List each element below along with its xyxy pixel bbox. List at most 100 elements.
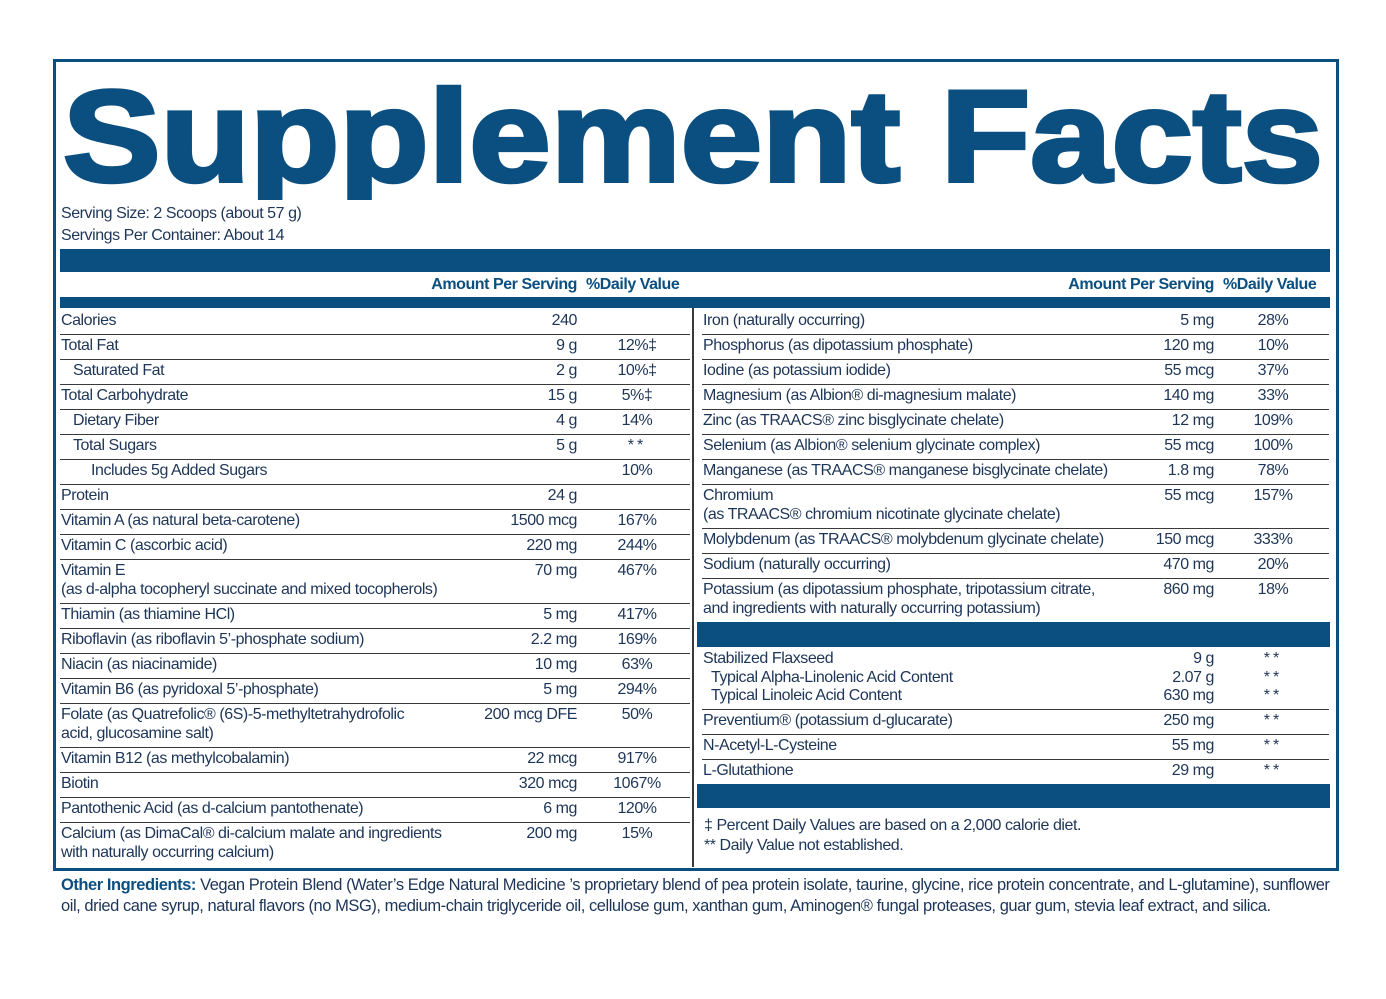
column-header: %Daily Value: [1223, 276, 1317, 293]
amount: 5 mg: [543, 606, 577, 623]
amount: 22 mcg: [527, 750, 577, 767]
column-header: Amount Per Serving: [431, 276, 577, 293]
daily-value: **: [627, 437, 647, 454]
amount: 12 mg: [1171, 412, 1215, 429]
nutrient-name: acid, glucosamine salt): [61, 725, 214, 742]
amount: 70 mg: [534, 562, 578, 579]
amount: 10 mg: [534, 656, 578, 673]
section-bar: [697, 784, 1330, 808]
daily-value: 120%: [617, 800, 657, 817]
nutrient-name: Iodine (as potassium iodide): [703, 362, 891, 379]
other-ingredients-text: Vegan Protein Blend (Water’s Edge Natura…: [61, 876, 1330, 915]
title: Supplement Facts: [63, 63, 1323, 200]
nutrient-name: Typical Alpha-Linolenic Acid Content: [711, 668, 953, 686]
row-rule: [702, 553, 1329, 554]
daily-value: 14%: [621, 412, 653, 429]
daily-value: 50%: [621, 706, 653, 723]
daily-value: **: [1263, 737, 1283, 754]
row-rule: [60, 459, 690, 460]
daily-value: 12%‡: [617, 337, 657, 354]
row-rule: [60, 509, 690, 510]
nutrient-name: Molybdenum (as TRAACS® molybdenum glycin…: [703, 531, 1104, 548]
amount: 120 mg: [1163, 337, 1214, 354]
row-rule: [60, 703, 690, 704]
row-rule: [702, 484, 1329, 485]
daily-value: 10%: [1257, 337, 1289, 354]
row-rule: [60, 678, 690, 679]
row-rule: [60, 747, 690, 748]
nutrient-name: Folate (as Quatrefolic® (6S)-5-methyltet…: [61, 706, 405, 723]
amount: 860 mg: [1163, 581, 1214, 598]
daily-value: 467%: [617, 562, 657, 579]
column-header: %Daily Value: [586, 276, 680, 293]
row-rule: [60, 797, 690, 798]
nutrient-name: with naturally occurring calcium): [61, 844, 274, 861]
nutrient-name: Vitamin A (as natural beta-carotene): [61, 512, 300, 529]
daily-value: 10%‡: [617, 362, 657, 379]
daily-value: 167%: [617, 512, 657, 529]
nutrient-name: Saturated Fat: [73, 362, 165, 379]
amount: 5 mg: [1180, 312, 1214, 329]
row-rule: [702, 459, 1329, 460]
other-ingredients-label: Other Ingredients:: [61, 876, 196, 894]
row-rule: [60, 359, 690, 360]
row-rule: [702, 409, 1329, 410]
footnote: ‡ Percent Daily Values are based on a 2,…: [704, 817, 1081, 834]
nutrient-name: Total Fat: [61, 337, 119, 354]
amount: 150 mcg: [1155, 531, 1215, 548]
nutrient-name: Pantothenic Acid (as d-calcium pantothen…: [61, 800, 364, 817]
nutrient-name: Thiamin (as thiamine HCl): [61, 606, 235, 623]
other-ingredients: Other Ingredients: Vegan Protein Blend (…: [61, 875, 1331, 917]
daily-value: 244%: [617, 537, 657, 554]
nutrient-name: Calcium (as DimaCal® di-calcium malate a…: [61, 825, 442, 842]
nutrient-name: N-Acetyl-L-Cysteine: [703, 737, 837, 754]
nutrient-name: Zinc (as TRAACS® zinc bisglycinate chela…: [703, 412, 1004, 429]
nutrient-name: Sodium (naturally occurring): [703, 556, 891, 573]
row-rule: [60, 603, 690, 604]
amount: 200 mcg DFE: [484, 706, 577, 723]
row-rule: [60, 534, 690, 535]
daily-value: 20%: [1257, 556, 1289, 573]
daily-value: **: [1263, 668, 1283, 686]
row-rule: [702, 578, 1329, 579]
row-rule: [60, 409, 690, 410]
row-rule: [702, 359, 1329, 360]
row-rule: [60, 559, 690, 560]
amount: 5 g: [556, 437, 577, 454]
row-rule: [60, 434, 690, 435]
amount: 200 mg: [526, 825, 577, 842]
row-rule: [60, 384, 690, 385]
nutrient-name: Total Sugars: [73, 437, 157, 454]
amount: 2.07 g: [1172, 668, 1214, 686]
nutrient-name: Biotin: [61, 775, 99, 792]
daily-value: **: [1263, 650, 1283, 667]
amount: 1500 mcg: [510, 512, 577, 529]
footnote: ** Daily Value not established.: [704, 837, 904, 854]
nutrient-name: Vitamin E: [61, 562, 126, 579]
row-rule: [60, 628, 690, 629]
row-rule: [702, 384, 1329, 385]
amount: 55 mcg: [1164, 437, 1214, 454]
daily-value: 63%: [621, 656, 653, 673]
amount: 4 g: [556, 412, 577, 429]
servings-per-container: Servings Per Container: About 14: [61, 227, 285, 244]
daily-value: **: [1263, 762, 1283, 779]
daily-value: 417%: [617, 606, 657, 623]
row-rule: [60, 334, 690, 335]
title-svg: Supplement Facts: [61, 61, 1325, 200]
nutrient-name: Potassium (as dipotassium phosphate, tri…: [703, 581, 1095, 598]
amount: 2 g: [556, 362, 577, 379]
nutrient-name: Vitamin C (ascorbic acid): [61, 537, 228, 554]
nutrient-name: Total Carbohydrate: [61, 387, 189, 404]
amount: 55 mcg: [1164, 362, 1214, 379]
daily-value: 169%: [617, 631, 657, 648]
daily-value: 917%: [617, 750, 657, 767]
row-rule: [702, 759, 1329, 760]
nutrient-name: L-Glutathione: [703, 762, 794, 779]
nutrient-name: Iron (naturally occurring): [703, 312, 865, 329]
nutrient-name: Chromium: [703, 487, 774, 504]
nutrient-name: Selenium (as Albion® selenium glycinate …: [703, 437, 1041, 454]
amount: 240: [551, 312, 578, 329]
row-rule: [60, 653, 690, 654]
header-rule: [60, 297, 1330, 308]
